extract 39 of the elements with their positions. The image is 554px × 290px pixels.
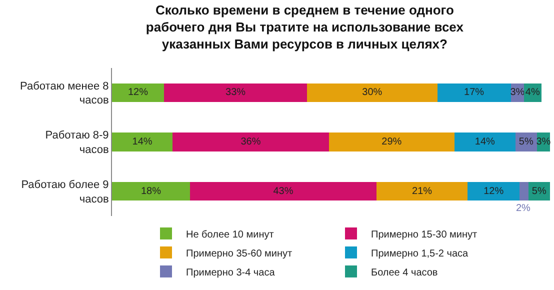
data-label: 30% [362, 87, 382, 98]
data-label: 18% [140, 186, 162, 197]
data-label: 33% [226, 87, 246, 98]
bar [307, 83, 438, 102]
data-label: 5% [518, 136, 534, 148]
bar [164, 83, 308, 102]
data-label: 5% [532, 186, 546, 197]
bar [172, 132, 329, 152]
bar [328, 132, 455, 152]
legend-label: Не более 10 минут [186, 229, 274, 240]
y-tick-label: Работаю 8-9 часов [45, 130, 109, 156]
bar [520, 182, 528, 201]
chart-title: Сколько времени в среднем в течение одного рабочего дня Вы тратите на использование всех указанных Вами ресурсов в личных целях? [146, 2, 464, 52]
bar [112, 182, 190, 201]
bar [190, 182, 377, 201]
data-label: 12% [128, 87, 148, 98]
bar [112, 132, 173, 152]
bar [112, 83, 164, 102]
bar [454, 132, 516, 152]
data-label: 43% [273, 186, 294, 197]
legend-label: Более 4 часов [371, 267, 438, 278]
data-label: 21% [412, 186, 432, 197]
y-tick-label: Работаю более 9 часов [21, 179, 109, 206]
data-label: 17% [464, 87, 484, 98]
legend-label: Примерно 1,5-2 часа [371, 248, 469, 260]
data-label: 14% [474, 136, 496, 148]
bar [468, 182, 520, 201]
data-label: 36% [240, 136, 261, 148]
bar [437, 83, 511, 102]
legend-label: Примерно 35-60 минут [186, 248, 293, 260]
bar [376, 182, 468, 201]
data-label: 2% [516, 203, 531, 214]
legend-label: Примерно 15-30 минут [371, 229, 478, 240]
y-tick-label: Работаю менее 8 часов [20, 80, 109, 107]
data-label: 14% [132, 136, 152, 148]
data-label: 29% [382, 136, 402, 148]
data-label: 4% [525, 87, 540, 98]
data-label: 12% [484, 186, 504, 197]
legend-label: Примерно 3-4 часа [186, 267, 276, 278]
